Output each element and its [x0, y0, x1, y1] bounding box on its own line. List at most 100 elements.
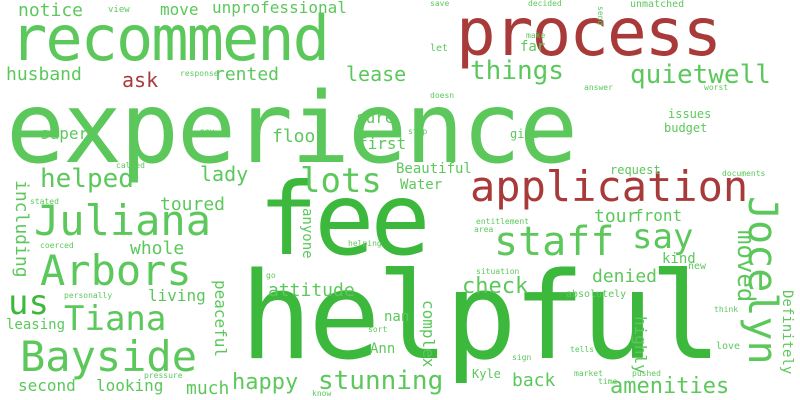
- word-ask: ask: [122, 68, 159, 92]
- word-far: far: [520, 39, 546, 55]
- word-staff: staff: [494, 219, 615, 265]
- word-tells: tells: [570, 345, 595, 354]
- word-pushed: pushed: [632, 369, 661, 378]
- word-moved: moved: [732, 230, 760, 303]
- word-tiana: Tiana: [64, 299, 167, 339]
- word-decided: decided: [528, 0, 562, 8]
- word-helpful: helpful: [240, 248, 722, 387]
- word-area: area: [474, 225, 494, 234]
- word-stop: stop: [408, 127, 428, 136]
- word-say: say: [632, 217, 694, 257]
- word-happy: happy: [232, 370, 299, 395]
- word-market: market: [574, 369, 603, 378]
- word-tour: tour: [594, 206, 638, 227]
- word-juliana: Juliana: [34, 196, 212, 245]
- word-absolutely: absolutely: [566, 289, 627, 300]
- word-response: response: [180, 69, 219, 78]
- word-let: let: [430, 43, 449, 54]
- word-ann: Ann: [370, 341, 396, 357]
- word-arbors: Arbors: [40, 246, 192, 295]
- word-pressure: pressure: [144, 371, 183, 380]
- word-request: request: [610, 163, 661, 177]
- word-time: time: [598, 377, 618, 386]
- word-give: give: [510, 127, 539, 141]
- word-sort: sort: [368, 325, 388, 334]
- word-send: send: [596, 6, 605, 26]
- word-new: new: [688, 261, 707, 272]
- word-super: super: [40, 124, 89, 143]
- word-notice: notice: [18, 0, 84, 21]
- word-amenities: amenities: [610, 374, 730, 399]
- word-highly: highly: [631, 316, 650, 374]
- word-jocelyn: Jocelyn: [739, 196, 785, 365]
- word-issues: issues: [668, 107, 712, 121]
- word-leasing: leasing: [6, 317, 66, 333]
- word-pay: pay: [200, 127, 215, 136]
- word-husband: husband: [6, 64, 82, 85]
- word-think: think: [714, 305, 739, 314]
- word-toured: toured: [160, 194, 226, 215]
- word-floor: floor: [272, 126, 327, 147]
- word-unprofessional: unprofessional: [212, 0, 347, 17]
- word-fee: fee: [258, 161, 431, 278]
- word-go: go: [266, 271, 276, 280]
- word-first: first: [358, 134, 407, 153]
- word-beautiful: Beautiful: [396, 161, 472, 177]
- word-situation: situation: [476, 267, 520, 276]
- word-including: including: [11, 180, 32, 278]
- word-documents: documents: [722, 169, 766, 178]
- word-back: back: [512, 370, 556, 391]
- word-budget: budget: [664, 121, 708, 135]
- word-looking: looking: [96, 376, 164, 395]
- word-called: called: [116, 161, 145, 170]
- word-quietwell: quietwell: [630, 60, 771, 90]
- word-recommend: recommend: [10, 2, 330, 75]
- word-things: things: [470, 56, 564, 86]
- word-worst: worst: [704, 83, 729, 92]
- word-us: us: [8, 283, 49, 323]
- word-love: love: [716, 341, 741, 352]
- word-rented: rented: [214, 64, 280, 85]
- word-personally: personally: [64, 291, 113, 300]
- word-bayside: Bayside: [20, 332, 198, 381]
- word-stunning: stunning: [318, 366, 444, 396]
- word-helped: helped: [40, 164, 134, 194]
- word-definitely: Definitely: [779, 290, 795, 375]
- word-doesn: doesn: [430, 91, 455, 100]
- word-much: much: [186, 378, 230, 399]
- word-nan: nan: [384, 309, 410, 325]
- word-denied: denied: [592, 266, 658, 287]
- word-lease: lease: [346, 62, 407, 86]
- word-experience: experience: [6, 72, 578, 186]
- word-save: save: [430, 0, 450, 8]
- word-lady: lady: [200, 162, 249, 186]
- word-whole: whole: [130, 238, 185, 259]
- word-second: second: [18, 376, 76, 395]
- word-sure: sure: [356, 108, 395, 127]
- word-attitude: attitude: [268, 280, 355, 301]
- word-anyone: anyone: [299, 208, 315, 259]
- word-living: living: [148, 286, 206, 305]
- word-sign: sign: [512, 353, 532, 362]
- word-stated: stated: [30, 197, 59, 206]
- word-lots: lots: [300, 161, 382, 201]
- word-coerced: coerced: [40, 241, 74, 250]
- word-process: process: [456, 0, 722, 71]
- word-helping: helping: [348, 239, 382, 248]
- word-unmatched: unmatched: [630, 0, 685, 10]
- word-move: move: [160, 0, 199, 19]
- word-check: check: [462, 274, 529, 299]
- word-peaceful: peaceful: [211, 280, 230, 358]
- word-know: know: [312, 389, 332, 398]
- word-complex: complex: [419, 300, 438, 368]
- word-answer: answer: [584, 83, 613, 92]
- word-entitlement: entitlement: [476, 217, 529, 226]
- word-front: front: [634, 206, 683, 225]
- word-application: application: [470, 162, 749, 211]
- word-make: make: [526, 31, 546, 40]
- word-water: Water: [400, 177, 443, 193]
- word-view: view: [108, 5, 130, 15]
- word-kyle: Kyle: [472, 367, 501, 381]
- word-kind: kind: [662, 251, 696, 267]
